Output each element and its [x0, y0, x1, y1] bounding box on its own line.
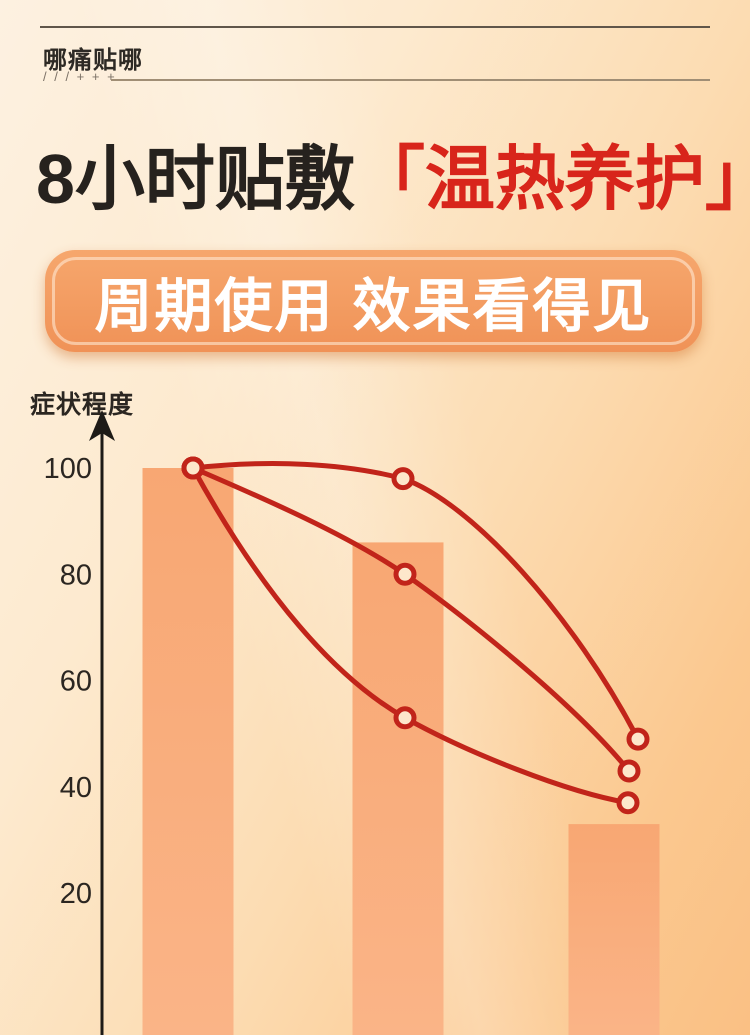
y-axis-ticks: 100 80 60 40 20: [44, 453, 92, 910]
y-axis-tick-label: 100: [44, 453, 92, 485]
y-axis-tick-label: 20: [60, 878, 92, 910]
header-decor-marks: / / / + + +: [43, 69, 117, 84]
y-axis-tick-label: 80: [60, 559, 92, 591]
chart-point: [391, 467, 415, 491]
promo-banner: 周期使用 效果看得见: [45, 250, 702, 352]
brand-logo-text: 哪痛贴哪: [43, 47, 143, 74]
chart-points: [181, 456, 650, 815]
hero-title-black: 8小时贴敷: [36, 140, 355, 218]
hero-title-red: 「温热养护」: [354, 140, 750, 218]
chart-bar: [568, 824, 660, 1035]
y-axis-tick-label: 40: [60, 772, 92, 804]
chart-point: [626, 727, 650, 751]
chart-point: [181, 456, 205, 480]
chart-point: [393, 706, 417, 730]
hero-title: 8小时贴敷「温热养护」: [36, 134, 750, 225]
header-rule-sub: [111, 79, 710, 81]
chart-point: [393, 562, 417, 586]
chart-bars: [142, 468, 660, 1035]
y-axis-label: 症状程度: [30, 391, 135, 419]
y-axis-arrow-icon: [89, 410, 115, 441]
chart-point: [617, 759, 641, 783]
chart-point: [616, 791, 640, 815]
header-rule-top: [40, 26, 710, 28]
chart-curve-top: [190, 461, 641, 742]
y-axis-tick-label: 60: [60, 666, 92, 698]
chart-bar: [352, 542, 444, 1035]
chart-bar: [142, 468, 234, 1035]
promo-banner-text: 周期使用 效果看得见: [94, 274, 653, 339]
